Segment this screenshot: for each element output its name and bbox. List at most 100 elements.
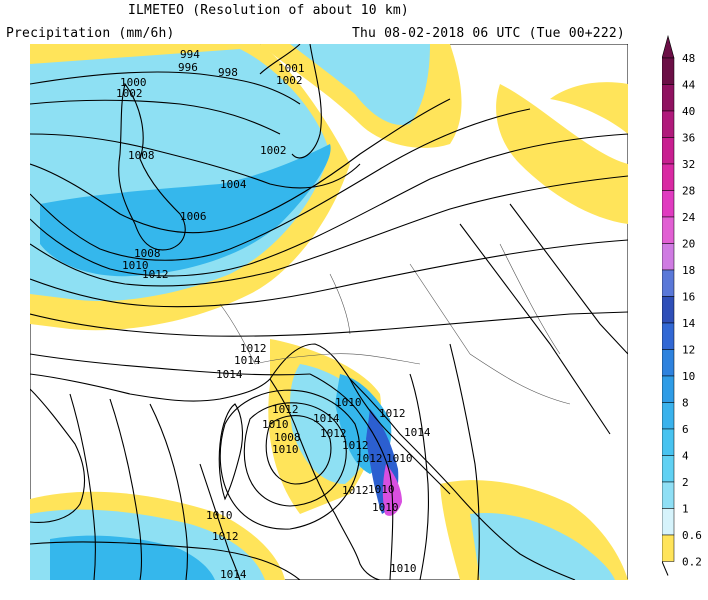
border-east-2 [469, 353, 571, 405]
legend-tick-label: 4 [682, 450, 689, 463]
pressure-label: 1014 [216, 368, 243, 381]
isobar-low-3 [219, 389, 361, 530]
pressure-label: 1006 [180, 210, 207, 223]
isobar-9 [30, 311, 628, 337]
precipitation-map: 994 996 998 1000 1002 1001 1002 1002 100… [30, 44, 628, 580]
legend-tick-label: 32 [682, 158, 695, 171]
pressure-label: 1014 [313, 412, 340, 425]
pressure-label: 1008 [128, 149, 155, 162]
pressure-label: 1002 [260, 144, 287, 157]
legend-tick-label: 1 [682, 503, 689, 516]
legend-tick-label: 6 [682, 423, 689, 436]
country-borders [219, 243, 571, 405]
border-east-1 [409, 263, 471, 355]
product-label: Precipitation (mm/6h) [6, 26, 175, 41]
legend-swatch [662, 137, 675, 165]
isobar-13 [449, 343, 480, 580]
legend-swatch [662, 296, 675, 324]
legend-swatch [662, 163, 675, 191]
isobar-3 [30, 133, 361, 189]
legend-tick-label: 14 [682, 317, 696, 330]
coast-continent [30, 343, 451, 495]
legend-swatch [662, 243, 675, 271]
isobar-east-2 [509, 203, 628, 355]
pressure-label: 1010 [262, 418, 289, 431]
legend-tick-label: 2 [682, 476, 689, 489]
legend-swatch [662, 349, 675, 377]
isobar-8 [30, 239, 628, 308]
isobar-east-1 [459, 223, 611, 435]
pressure-label: 1012 [272, 403, 299, 416]
legend-tick-label: 10 [682, 370, 695, 383]
legend-tick-label: 44 [682, 79, 696, 92]
legend-tick-label: 0.2 [682, 556, 702, 569]
pressure-label: 1010 [368, 483, 395, 496]
pressure-label: 996 [178, 61, 198, 74]
chart-title: ILMETEO (Resolution of about 10 km) [128, 3, 409, 18]
isobar-2 [30, 99, 281, 135]
pressure-label: 1010 [122, 259, 149, 272]
precip-magenta-adriatic [382, 464, 402, 516]
pressure-label: 994 [180, 48, 200, 61]
pressure-label: 1010 [372, 501, 399, 514]
legend-swatch [662, 322, 675, 350]
legend-tick-label: 12 [682, 344, 695, 357]
isobar-south-1 [149, 403, 188, 580]
legend-tick-label: 24 [682, 211, 696, 224]
pressure-label: 1012 [342, 439, 369, 452]
coast-iberia [30, 388, 86, 523]
valid-time-label: Thu 08-02-2018 06 UTC (Tue 00+222) [352, 26, 625, 41]
legend-arrow-bottom [662, 561, 669, 576]
pressure-label: 1002 [116, 87, 143, 100]
legend-tick-label: 8 [682, 397, 689, 410]
legend-tick-label: 16 [682, 291, 695, 304]
legend-swatch [662, 481, 675, 509]
precip-yellow-east [496, 84, 628, 224]
legend-tick-label: 20 [682, 238, 695, 251]
isobar-low-1 [265, 415, 332, 485]
isobar-7 [30, 175, 628, 287]
isobar-11 [309, 373, 394, 580]
isobar-1 [30, 71, 301, 105]
legend-swatch [662, 534, 675, 562]
border-east-3 [499, 243, 561, 355]
pressure-label: 1012 [320, 427, 347, 440]
legend-swatch [662, 216, 675, 244]
pressure-label: 1010 [390, 562, 417, 575]
legend-ticks: 48 44 40 36 32 28 24 20 18 16 14 12 10 8 6 4 2 1 0.6 0.2 [682, 52, 702, 569]
pressure-label: 1008 [134, 247, 161, 260]
coast-scandinavia [259, 44, 322, 159]
legend-tick-label: 28 [682, 185, 695, 198]
isobar-5 [30, 108, 531, 261]
pressure-label: 1010 [272, 443, 299, 456]
pressure-label: 1000 [120, 76, 147, 89]
pressure-label: 1014 [404, 426, 431, 439]
pressure-label: 1012 [142, 268, 169, 281]
border-germany-poland [329, 273, 351, 335]
pressure-label: 998 [218, 66, 238, 79]
isobar-12 [409, 373, 429, 580]
pressure-label: 1010 [206, 509, 233, 522]
pressure-label: 1012 [379, 407, 406, 420]
precip-blue-front [40, 144, 331, 277]
legend-swatch [662, 428, 675, 456]
precip-legend: 48 44 40 36 32 28 24 20 18 16 14 12 10 8 6 4 2 1 0.6 0.2 [662, 34, 702, 576]
pressure-label: 1008 [274, 431, 301, 444]
legend-swatch [662, 57, 675, 85]
legend-tick-label: 18 [682, 264, 695, 277]
legend-tick-label: 36 [682, 132, 695, 145]
pressure-label: 1010 [335, 396, 362, 409]
isobar-low-2 [243, 402, 347, 507]
legend-swatch [662, 110, 675, 138]
legend-tick-label: 0.6 [682, 529, 702, 542]
isobar-10 [30, 353, 311, 376]
legend-tick-label: 40 [682, 105, 695, 118]
legend-tick-label: 48 [682, 52, 695, 65]
isobar-south-4 [199, 463, 241, 580]
legend-swatch [662, 402, 675, 430]
pressure-label: 1001 [278, 62, 305, 75]
legend-swatch [662, 455, 675, 483]
isobars [30, 71, 628, 580]
precip-blue-southwest [50, 535, 215, 580]
